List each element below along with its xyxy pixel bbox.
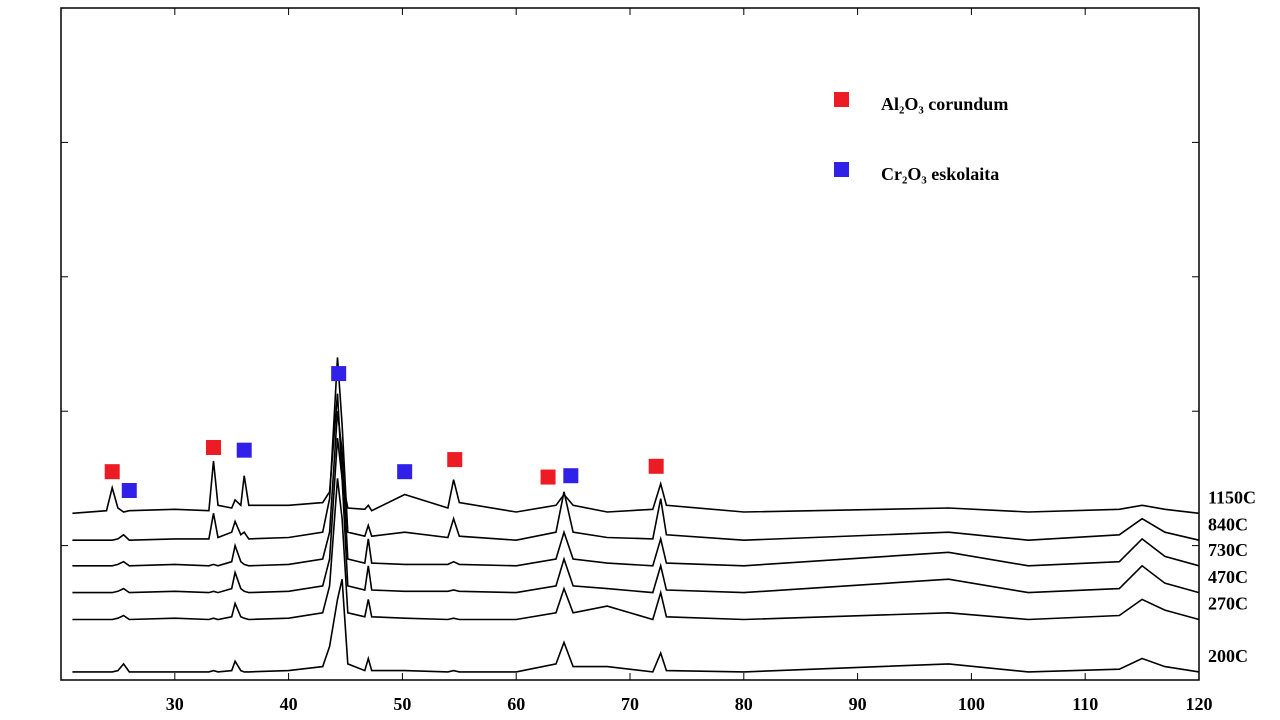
- trace: [72, 579, 1200, 673]
- series-label: 840C: [1208, 514, 1248, 534]
- plot-frame: [60, 7, 1200, 681]
- phase-marker: [205, 439, 221, 455]
- phase-marker: [236, 442, 252, 458]
- x-tick-label: 100: [958, 694, 985, 714]
- series-label: 470C: [1208, 567, 1248, 587]
- legend-label: Cr₂O₃ eskolaita: [881, 164, 999, 184]
- phase-marker: [397, 464, 413, 480]
- x-tick-label: 60: [507, 694, 525, 714]
- x-tick-label: 80: [735, 694, 753, 714]
- series-label: 730C: [1208, 540, 1248, 560]
- legend-label: Al₂O₃ corundum: [881, 94, 1008, 114]
- phase-marker: [331, 366, 347, 382]
- trace: [72, 357, 1200, 542]
- phase-marker: [648, 458, 664, 474]
- trace: [72, 478, 1200, 621]
- series-label: 270C: [1208, 594, 1248, 614]
- x-tick-label: 110: [1072, 694, 1098, 714]
- phase-marker: [563, 468, 579, 484]
- phase-marker: [540, 469, 556, 485]
- x-tick-label: 40: [280, 694, 298, 714]
- trace: [72, 438, 1200, 594]
- phase-marker: [104, 464, 120, 480]
- phase-marker: [121, 482, 137, 498]
- series-label: 200C: [1208, 646, 1248, 666]
- x-tick-label: 30: [166, 694, 184, 714]
- x-tick-label: 120: [1186, 694, 1213, 714]
- trace: [72, 393, 1200, 515]
- trace: [72, 411, 1200, 567]
- x-tick-label: 90: [849, 694, 867, 714]
- legend-marker: [834, 162, 849, 177]
- phase-marker: [447, 452, 463, 468]
- x-tick-label: 70: [621, 694, 639, 714]
- series-label: 1150C: [1208, 487, 1256, 507]
- legend-marker: [834, 92, 849, 107]
- x-tick-label: 50: [393, 694, 411, 714]
